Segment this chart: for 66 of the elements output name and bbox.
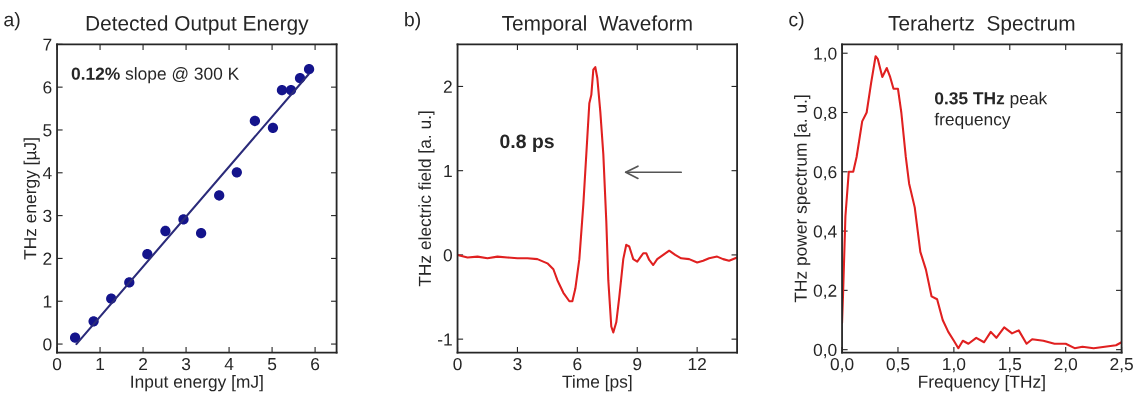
x-tick-label: 0,0: [830, 357, 854, 373]
line-series: [842, 55, 1122, 350]
y-tick-label: 0,6: [813, 165, 837, 181]
y-tick-label: 1: [444, 165, 452, 177]
y-tick-label: 6: [43, 81, 52, 94]
y-tick-label: 1: [43, 295, 52, 308]
annotation: 0.8 ps: [500, 134, 554, 153]
point: [214, 190, 225, 201]
point: [303, 64, 315, 75]
point: [160, 225, 171, 237]
y-tick-label: 0,2: [813, 284, 837, 299]
point: [267, 122, 279, 133]
y-tick-label: 5: [43, 124, 52, 137]
annotation: 0.35 THz: [934, 92, 1005, 105]
y-tick-label: 2: [443, 80, 452, 93]
y-axis-title: THz electric field [a. u.]: [418, 111, 435, 287]
point: [142, 248, 153, 260]
annotation: peak: [1010, 91, 1048, 108]
chart-title: Temporal Waveform: [502, 15, 692, 35]
x-tick-label: 6: [311, 357, 320, 371]
y-tick-label: 4: [42, 167, 52, 180]
x-tick-label: 5: [267, 358, 277, 371]
y-tick-label: 3: [43, 209, 52, 223]
x-tick-label: 2,5: [1110, 357, 1133, 373]
point: [231, 167, 242, 178]
x-tick-label: 0: [453, 357, 462, 371]
x-tick-label: 1,0: [943, 357, 966, 373]
text: c): [789, 12, 804, 31]
line-series: [457, 66, 738, 334]
x-tick-label: 1,5: [999, 358, 1022, 373]
point: [69, 332, 81, 343]
x-tick-label: 9: [633, 357, 642, 371]
text: a): [4, 12, 20, 31]
x-tick-label: 2,0: [1054, 357, 1078, 373]
y-axis-title: THz power spectrum [a. u.]: [794, 95, 811, 303]
y-tick-label: 0,0: [813, 343, 837, 359]
chart-title: Detected Output Energy: [86, 15, 309, 35]
y-tick-label: 0: [43, 338, 52, 351]
text: b): [405, 12, 420, 31]
x-tick-label: 3: [181, 357, 191, 371]
x-tick-label: 1: [96, 358, 105, 371]
x-tick-label: 0: [52, 357, 62, 371]
y-tick-label: 2: [43, 252, 52, 265]
y-tick-label: 1,0: [814, 47, 837, 62]
x-tick-label: 2: [139, 357, 148, 371]
y-tick-label: -1: [438, 333, 452, 346]
y-tick-label: 7: [43, 38, 52, 51]
point: [276, 85, 288, 96]
y-axis-title: THz energy [µJ]: [23, 138, 40, 260]
point: [195, 228, 207, 239]
x-axis-title: Input energy [mJ]: [131, 375, 263, 392]
y-tick-label: 0,8: [813, 106, 837, 122]
y-tick-label: 0,4: [813, 225, 837, 240]
x-axis-title: Time [ps]: [562, 375, 632, 392]
x-tick-label: 6: [573, 357, 582, 371]
annotation: 0.12%: [71, 67, 120, 80]
point: [249, 115, 261, 127]
y-tick-label: 0: [443, 249, 452, 262]
x-axis-title: Frequency [THz]: [919, 375, 1045, 392]
x-tick-label: 0,5: [886, 357, 910, 373]
chart-title: Terahertz Spectrum: [888, 15, 1075, 35]
x-tick-label: 12: [688, 357, 706, 371]
x-tick-label: 3: [513, 357, 522, 371]
annotation: slope @ 300 K: [125, 67, 240, 84]
annotation: frequency: [934, 112, 1011, 129]
x-tick-label: 4: [224, 358, 234, 371]
